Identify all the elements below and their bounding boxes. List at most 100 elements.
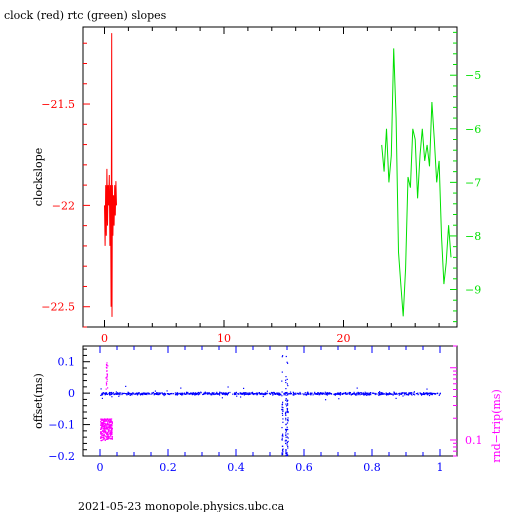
offset-point xyxy=(300,393,302,395)
roundtrip-point xyxy=(106,380,108,382)
offset-point xyxy=(379,392,381,394)
offset-point xyxy=(234,392,236,394)
offset-point xyxy=(305,394,308,396)
roundtrip-point xyxy=(111,425,113,427)
roundtrip-point xyxy=(100,431,102,433)
roundtrip-point xyxy=(101,427,103,429)
offset-point xyxy=(209,393,211,395)
bottom-panel-y2label: rnd−trip(ms) xyxy=(490,389,503,463)
offset-point xyxy=(402,392,404,394)
offset-point xyxy=(191,394,193,396)
offset-point xyxy=(290,393,292,395)
roundtrip-point xyxy=(107,435,109,437)
offset-point xyxy=(116,393,118,395)
offset-point xyxy=(287,411,289,414)
offset-point xyxy=(164,394,166,396)
offset-point xyxy=(192,393,194,395)
offset-point xyxy=(163,394,165,397)
offset-point xyxy=(421,394,423,396)
offset-point xyxy=(177,392,179,394)
roundtrip-point xyxy=(103,438,105,440)
offset-point xyxy=(208,393,210,395)
offset-point xyxy=(158,393,160,396)
offset-point xyxy=(203,393,205,395)
offset-point xyxy=(171,392,173,395)
offset-point xyxy=(286,399,289,401)
offset-point xyxy=(205,392,207,394)
offset-point xyxy=(281,435,283,437)
offset-point xyxy=(284,393,286,395)
offset-point xyxy=(195,393,197,395)
roundtrip-point xyxy=(103,430,105,432)
offset-point xyxy=(282,433,284,435)
roundtrip-point xyxy=(100,436,102,438)
roundtrip-point xyxy=(104,425,106,427)
offset-point xyxy=(168,393,170,395)
roundtrip-point xyxy=(104,437,106,439)
offset-point xyxy=(322,393,324,395)
roundtrip-point xyxy=(103,427,105,429)
roundtrip-point xyxy=(111,422,113,424)
offset-point xyxy=(307,392,309,394)
offset-point xyxy=(204,393,206,395)
offset-point xyxy=(121,392,123,394)
offset-point xyxy=(286,400,288,403)
offset-point xyxy=(407,394,410,396)
offset-point xyxy=(243,387,245,389)
offset-point xyxy=(135,393,137,395)
offset-point xyxy=(109,392,111,394)
top-x-tick-label: 20 xyxy=(336,332,350,345)
offset-point xyxy=(229,391,231,394)
offset-point xyxy=(287,420,289,422)
roundtrip-point xyxy=(107,422,109,425)
offset-point xyxy=(269,393,272,395)
offset-point xyxy=(100,388,102,390)
offset-point xyxy=(378,394,380,396)
offset-point xyxy=(164,393,167,395)
roundtrip-point xyxy=(102,422,104,424)
offset-point xyxy=(162,393,164,395)
offset-point xyxy=(382,393,384,395)
offset-point xyxy=(216,393,218,395)
offset-point xyxy=(381,393,383,395)
offset-point xyxy=(199,393,201,395)
offset-point xyxy=(285,388,287,390)
roundtrip-point xyxy=(106,362,108,364)
top-y2-tick-label: −6 xyxy=(465,123,481,136)
offset-point xyxy=(175,392,177,394)
offset-point xyxy=(295,392,297,394)
offset-point xyxy=(159,392,161,394)
offset-point xyxy=(262,393,264,395)
roundtrip-point xyxy=(111,427,113,429)
offset-point xyxy=(257,392,259,394)
offset-point xyxy=(340,393,342,395)
roundtrip-point xyxy=(109,434,111,436)
offset-point xyxy=(118,393,120,395)
offset-point xyxy=(117,392,119,394)
offset-point xyxy=(284,412,287,414)
offset-point xyxy=(439,392,441,394)
offset-point xyxy=(187,393,189,395)
offset-point xyxy=(269,392,271,394)
roundtrip-point xyxy=(107,433,109,435)
offset-point xyxy=(137,392,139,395)
offset-point xyxy=(366,392,368,394)
offset-point xyxy=(409,392,411,395)
offset-point xyxy=(158,392,160,394)
bottom-y2-tick-label: 0.1 xyxy=(465,434,483,447)
offset-point xyxy=(197,393,199,395)
offset-point xyxy=(197,391,200,394)
roundtrip-point xyxy=(109,424,111,426)
roundtrip-point xyxy=(109,418,111,420)
roundtrip-point xyxy=(105,424,107,426)
offset-point xyxy=(413,393,415,395)
offset-point xyxy=(423,392,425,394)
offset-point xyxy=(286,411,288,413)
offset-point xyxy=(137,393,139,395)
roundtrip-point xyxy=(103,425,105,427)
offset-point xyxy=(226,394,228,396)
bottom-x-tick-label: 1 xyxy=(437,461,444,474)
offset-point xyxy=(224,393,226,395)
roundtrip-point xyxy=(105,436,108,438)
roundtrip-point xyxy=(102,428,104,430)
